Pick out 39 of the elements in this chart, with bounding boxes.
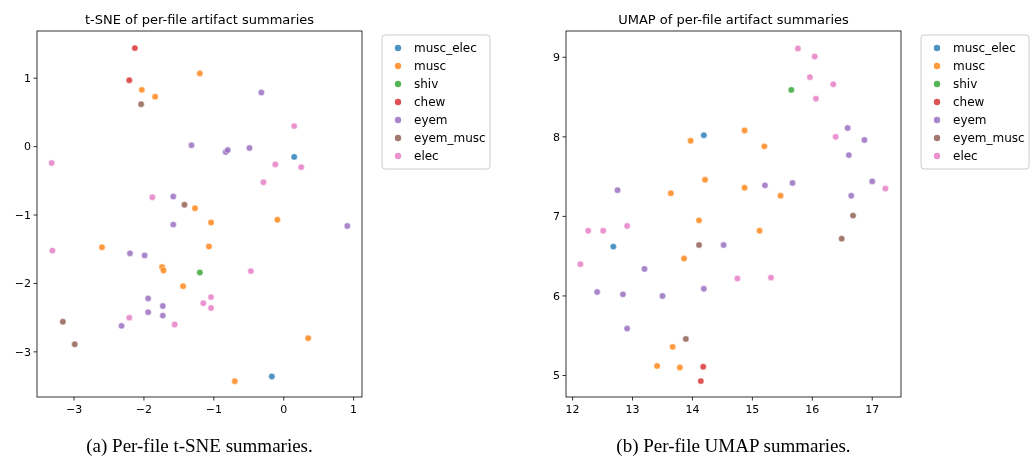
x-tick-label: 16 [805,403,820,416]
legend-label: chew [953,95,985,110]
y-tick-label: 8 [553,130,560,144]
x-tick-label: 15 [745,403,760,416]
legend-label: musc [414,59,447,74]
x-tick-label: 12 [565,403,580,416]
legend-label: eyem [414,113,448,128]
text: (a) Per-file t-SNE summaries. [86,435,313,457]
y-tick-label: 7 [553,210,560,224]
legend-label: elec [414,149,439,164]
y-tick-label: 9 [553,51,560,65]
legend-label: eyem_musc [953,131,1025,146]
x-tick-label: −3 [65,403,83,416]
y-tick-label: −3 [14,345,31,359]
x-tick-label: 14 [685,403,700,416]
legend-label: eyem_musc [414,131,486,146]
y-tick-label: 5 [553,369,560,383]
y-tick-label: −1 [14,208,31,222]
y-tick-label: 0 [24,140,31,154]
x-tick-label: −2 [135,403,153,416]
x-tick-label: −1 [205,403,222,416]
x-tick-label: 1 [350,403,358,416]
text: (b) Per-file UMAP summaries. [616,435,851,457]
legend-label: elec [953,149,978,164]
legend-label: chew [414,95,446,110]
chart-title: t-SNE of per-file artifact summaries [84,12,315,27]
legend-label: musc_elec [953,41,1016,56]
y-tick-label: 1 [24,72,31,86]
x-tick-label: 17 [865,403,880,416]
x-tick-label: 13 [625,403,640,416]
y-tick-label: 6 [553,289,560,303]
legend-label: musc [953,59,986,74]
legend-label: eyem [953,113,987,128]
legend-label: shiv [953,77,978,92]
legend-label: shiv [414,77,439,92]
x-tick-label: 0 [280,403,288,416]
legend-label: musc_elec [414,41,477,56]
chart-title: UMAP of per-file artifact summaries [618,12,850,27]
y-tick-label: −2 [14,277,31,291]
